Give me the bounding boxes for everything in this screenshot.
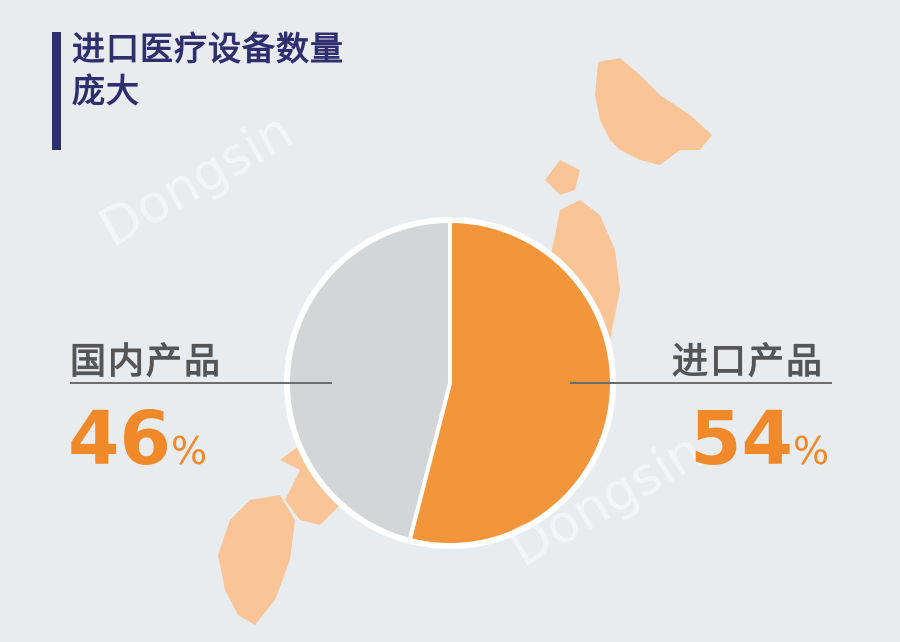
page-title: 进口医疗设备数量庞大 (72, 29, 344, 110)
label-imported: 进口产品 (672, 341, 825, 382)
value-domestic: 46% (68, 396, 208, 482)
value-imported: 54% (690, 396, 830, 482)
label-domestic: 国内产品 (70, 341, 223, 382)
leader-line-imported (570, 382, 832, 384)
leader-line-domestic (70, 382, 332, 384)
pie-slice-domestic (286, 218, 452, 543)
pie-slice-imported (407, 218, 614, 547)
title-accent-bar (52, 32, 61, 150)
